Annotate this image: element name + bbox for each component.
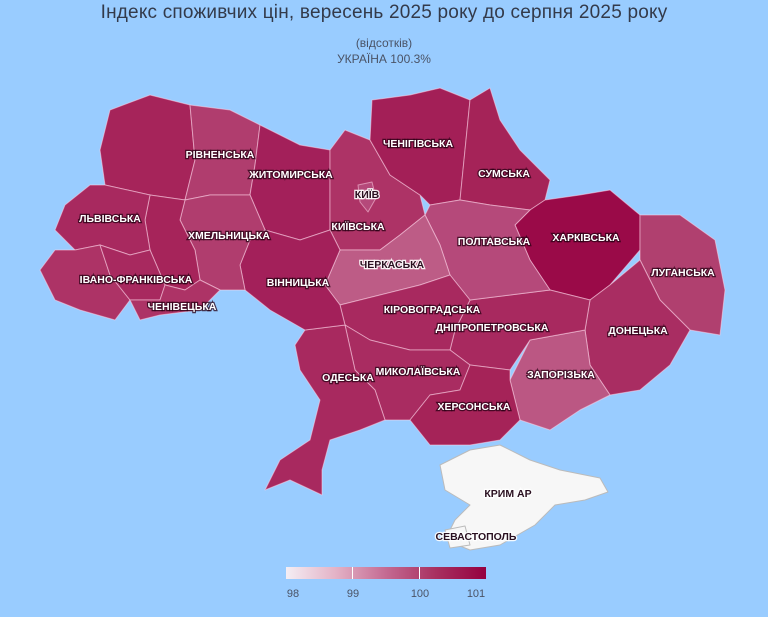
region-label-dnipro: ДНІПРОПЕТРОВСЬКА <box>436 322 549 334</box>
region-label-cherkasy: ЧЕРКАСЬКА <box>360 259 425 271</box>
region-volyn[interactable] <box>99 94 196 201</box>
region-kherson[interactable] <box>409 364 521 446</box>
region-label-rivne: РІВНЕНСЬКА <box>186 149 255 161</box>
legend-tick: 99 <box>346 588 360 600</box>
unit-label: (відсотків) <box>355 36 413 50</box>
region-label-donetsk: ДОНЕЦЬКА <box>608 325 668 337</box>
map-title: Індекс споживчих цін, вересень 2025 року… <box>100 2 668 23</box>
region-label-crimea: КРИМ АР <box>484 488 531 500</box>
region-label-ivano-frankivsk: ІВАНО-ФРАНКІВСЬКА <box>80 274 193 286</box>
region-label-vinnytsia: ВІННИЦЬКА <box>267 277 330 289</box>
region-odesa[interactable] <box>264 324 386 496</box>
region-label-sumy: СУМСЬКА <box>478 168 530 180</box>
region-luhansk[interactable] <box>639 214 726 336</box>
national-value: УКРАЇНА 100.3% <box>337 52 431 66</box>
region-label-chernihiv: ЧЕНІГІВСЬКА <box>383 138 453 150</box>
region-label-sevastopol: СЕВАСТОПОЛЬ <box>436 531 517 543</box>
region-label-kherson: ХЕРСОНСЬКА <box>438 401 511 413</box>
region-label-kyivska: КИЇВСЬКА <box>331 220 385 233</box>
region-sevastopol[interactable] <box>444 525 471 549</box>
region-chernivtsi[interactable] <box>129 279 221 321</box>
legend-divider <box>419 567 420 579</box>
region-label-zhytomyr: ЖИТОМИРСЬКА <box>248 169 333 181</box>
region-crimea[interactable] <box>439 444 609 551</box>
region-label-zaporizhzhia: ЗАПОРІЗЬКА <box>527 369 595 381</box>
region-label-luhansk: ЛУГАНСЬКА <box>651 267 715 279</box>
region-label-mykolaiv: МИКОЛАЇВСЬКА <box>376 365 461 378</box>
legend-tick: 100 <box>410 588 430 600</box>
legend-color-bar <box>286 567 486 579</box>
region-label-kyiv: КИЇВ <box>355 188 380 201</box>
legend-divider <box>352 567 353 579</box>
region-label-lviv: ЛЬВІВСЬКА <box>79 213 141 225</box>
region-sumy[interactable] <box>459 87 551 211</box>
region-label-khmelnytskyi: ХМЕЛЬНИЦЬКА <box>188 230 270 242</box>
region-label-kharkiv: ХАРКІВСЬКА <box>552 232 620 244</box>
region-label-chernivtsi: ЧЕНІВЕЦЬКА <box>148 301 217 313</box>
legend-tick: 101 <box>466 588 486 600</box>
region-label-kirovohrad: КІРОВОГРАДСЬКА <box>384 304 481 316</box>
region-label-odesa: ОДЕСЬКА <box>322 372 374 384</box>
legend-tick: 98 <box>286 588 300 600</box>
region-label-poltava: ПОЛТАВСЬКА <box>458 236 531 248</box>
region-kyiv[interactable] <box>357 181 377 213</box>
